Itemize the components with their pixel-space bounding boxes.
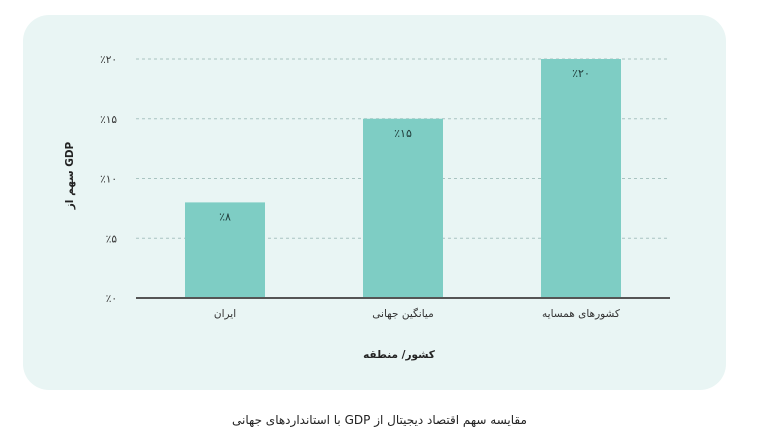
bar bbox=[541, 59, 621, 298]
y-tick-label: ٪۰ bbox=[106, 293, 117, 305]
bar bbox=[363, 118, 443, 298]
x-axis-title: کشور/ منطقه bbox=[363, 349, 436, 361]
x-tick-label: میانگین جهانی bbox=[372, 307, 433, 320]
y-tick-label: ٪۱۰ bbox=[100, 174, 117, 186]
x-tick-label: کشورهای همسایه bbox=[542, 308, 620, 320]
bars bbox=[185, 59, 621, 298]
bar bbox=[185, 202, 265, 298]
bar-value-label: ٪۲۰ bbox=[572, 67, 590, 80]
bar-value-label: ٪۱۵ bbox=[394, 127, 412, 140]
bar-value-labels: ٪۸ ٪۱۵ ٪۲۰ bbox=[219, 67, 590, 223]
bar-value-label: ٪۸ bbox=[219, 210, 231, 223]
y-tick-label: ٪۲۰ bbox=[100, 54, 117, 66]
x-tick-labels: ایران میانگین جهانی کشورهای همسایه bbox=[214, 307, 620, 320]
x-tick-label: ایران bbox=[214, 308, 236, 320]
y-axis-title: سهم از GDP bbox=[64, 141, 76, 210]
y-tick-label: ٪۱۵ bbox=[100, 114, 117, 126]
y-tick-labels: ٪۰ ٪۵ ٪۱۰ ٪۱۵ ٪۲۰ bbox=[100, 54, 117, 305]
figure-caption: مقایسه سهم اقتصاد دیجیتال از GDP با استا… bbox=[232, 413, 527, 427]
y-tick-label: ٪۵ bbox=[106, 233, 118, 245]
